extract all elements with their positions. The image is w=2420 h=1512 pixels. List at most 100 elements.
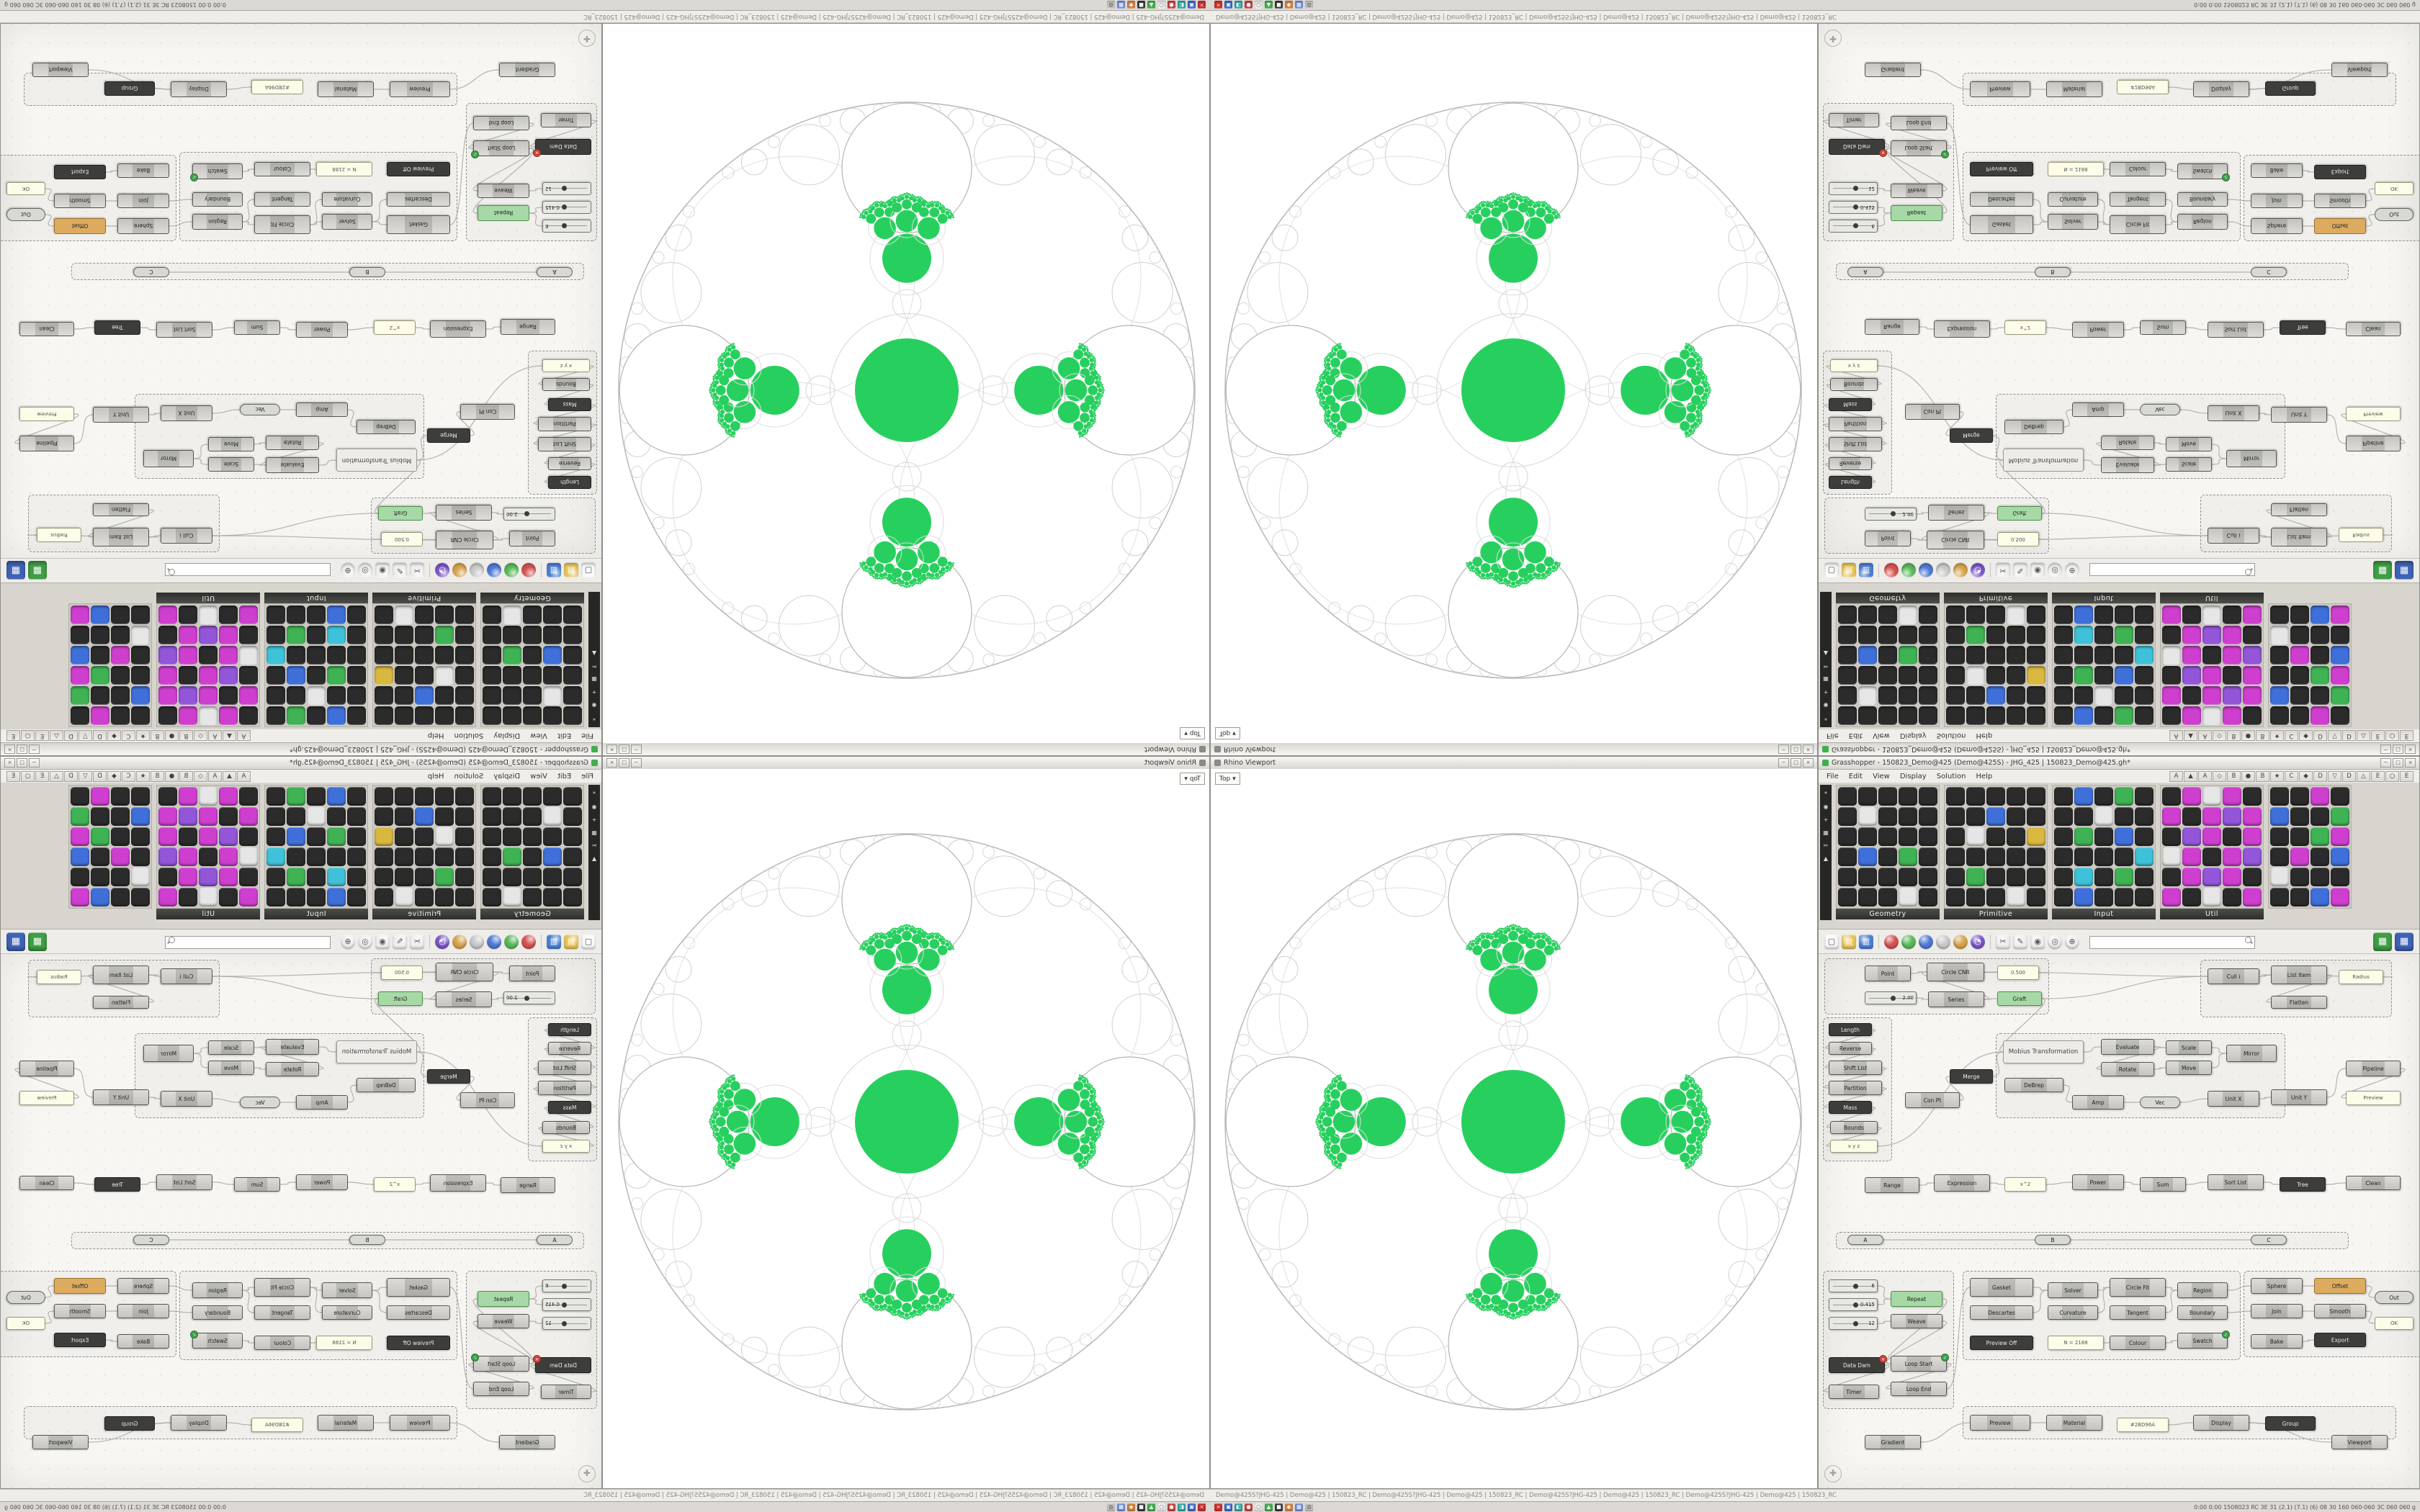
taskbar-app-white-icon[interactable]: ▢ — [1157, 1, 1165, 9]
doc-tab[interactable]: △ — [2357, 771, 2370, 782]
palette-icon[interactable] — [2202, 888, 2221, 906]
palette-icon[interactable] — [1878, 686, 1897, 705]
palette-icon[interactable] — [2115, 646, 2133, 665]
palette-icon[interactable] — [455, 646, 474, 665]
gh-node-sum[interactable]: Sum — [2140, 320, 2186, 335]
palette-icon[interactable] — [543, 888, 562, 906]
gh-node-descartes[interactable]: Descartes — [1970, 192, 2033, 207]
palette-icon[interactable] — [287, 666, 305, 685]
palette-icon[interactable] — [2054, 626, 2073, 644]
palette-icon[interactable] — [131, 868, 150, 886]
menu-item-display[interactable]: Display — [1899, 732, 1927, 739]
palette-icon[interactable] — [415, 888, 434, 906]
menu-item-help[interactable]: Help — [427, 732, 444, 739]
taskbar-close-red-icon[interactable]: × — [1214, 1503, 1222, 1511]
gh-node-n-2188[interactable]: N = 2188 — [316, 1336, 372, 1350]
palette-icon[interactable] — [395, 847, 413, 866]
palette-icon[interactable] — [91, 888, 109, 906]
taskbar-app-blue2-icon[interactable]: ▦ — [1117, 1503, 1125, 1511]
palette-icon[interactable] — [1946, 787, 1965, 806]
gh-node-display[interactable]: Display — [2193, 1415, 2249, 1431]
palette-icon[interactable] — [131, 706, 150, 725]
palette-icon[interactable] — [287, 827, 305, 846]
palette-icon[interactable] — [266, 626, 285, 644]
gh-node-mass[interactable]: Mass — [548, 1101, 591, 1114]
taskbar-close-red-icon[interactable]: × — [1198, 1503, 1206, 1511]
gh-node-colour[interactable]: Colour — [254, 162, 310, 176]
palette-icon[interactable] — [2270, 807, 2289, 826]
gh-node-loop-start[interactable]: Loop Start ✓ — [1891, 140, 1949, 158]
gh-node-merge[interactable]: Merge — [427, 1069, 470, 1084]
palette-icon[interactable] — [1986, 666, 2005, 685]
sphere-blue-icon[interactable] — [487, 563, 501, 578]
snap-icon[interactable]: ⊕ — [341, 563, 355, 578]
gh-node-offset[interactable]: Offset — [2314, 1278, 2366, 1294]
palette-icon[interactable] — [347, 626, 366, 644]
doc-tab[interactable]: A — [237, 771, 251, 782]
palette-icon[interactable] — [2202, 807, 2221, 826]
palette-icon[interactable] — [266, 868, 285, 886]
palette-icon[interactable] — [1946, 706, 1965, 725]
palette-icon[interactable] — [435, 686, 454, 705]
gh-node-a[interactable]: A — [1847, 1235, 1883, 1245]
doc-tab[interactable]: D — [64, 771, 78, 782]
slider-knob[interactable] — [524, 995, 529, 1001]
palette-icon[interactable] — [239, 626, 258, 644]
gh-node-reverse[interactable]: Reverse — [548, 457, 591, 470]
palette-icon[interactable] — [1919, 787, 1937, 806]
palette-icon[interactable] — [2290, 606, 2309, 624]
palette-icon[interactable] — [395, 888, 413, 906]
palette-icon[interactable] — [2202, 706, 2221, 725]
close-button[interactable]: × — [1803, 758, 1814, 768]
palette-icon[interactable] — [131, 847, 150, 866]
palette-icon[interactable] — [2311, 606, 2329, 624]
palette-icon[interactable] — [1946, 807, 1965, 826]
gh-node-loop-end[interactable]: Loop End — [473, 1382, 529, 1396]
gh-titlebar[interactable]: Grasshopper - 150823_Demo@425 (Demo@425S… — [1, 757, 601, 770]
palette-icon[interactable] — [1858, 706, 1877, 725]
palette-icon[interactable] — [131, 888, 150, 906]
gh-node-pipeline[interactable]: Pipeline — [19, 436, 74, 451]
sphere-orange-icon[interactable] — [1953, 934, 1968, 949]
palette-icon[interactable] — [1858, 868, 1877, 886]
gh-node-evaluate[interactable]: Evaluate — [2101, 457, 2154, 473]
palette-icon[interactable] — [1899, 686, 1917, 705]
palette-icon[interactable] — [2074, 787, 2093, 806]
gh-node-c[interactable]: C — [2251, 1235, 2287, 1245]
palette-icon[interactable] — [327, 666, 346, 685]
palette-icon[interactable] — [1858, 626, 1877, 644]
palette-icon[interactable] — [543, 787, 562, 806]
gh-node-c[interactable]: C — [2251, 267, 2287, 277]
palette-icon[interactable] — [2054, 606, 2073, 624]
palette-icon[interactable] — [1966, 888, 1985, 906]
gh-node-clean[interactable]: Clean — [2346, 1176, 2401, 1190]
palette-icon[interactable] — [307, 827, 326, 846]
viewport-titlebar[interactable]: Rhino Viewport ─ □ × — [1211, 757, 1817, 770]
palette-icon[interactable] — [455, 868, 474, 886]
palette-icon[interactable] — [2223, 626, 2241, 644]
palette-icon[interactable] — [2223, 868, 2241, 886]
palette-icon[interactable] — [395, 827, 413, 846]
gh-node-mirror[interactable]: Mirror — [2226, 1045, 2277, 1062]
palette-icon[interactable] — [2243, 888, 2262, 906]
palette-icon[interactable] — [2223, 888, 2241, 906]
gh-node-mobius-transformation[interactable]: Mobius Transformation — [336, 449, 417, 472]
gh-node-rotate[interactable]: Rotate — [2101, 436, 2154, 450]
gh-node-curvature[interactable]: Curvature — [322, 192, 372, 207]
palette-icon[interactable] — [287, 606, 305, 624]
gh-node-swatch[interactable]: Swatch ✓ — [190, 1331, 243, 1349]
palette-icon[interactable] — [2162, 606, 2181, 624]
palette-icon[interactable] — [2094, 888, 2113, 906]
gh-node-sphere[interactable]: Sphere — [117, 218, 169, 234]
palette-icon[interactable] — [287, 626, 305, 644]
palette-icon[interactable] — [307, 646, 326, 665]
doc-tab[interactable]: ● — [165, 771, 179, 782]
minimize-button[interactable]: ─ — [631, 758, 642, 768]
gh-node-x-2[interactable]: x^2 — [374, 1177, 416, 1192]
palette-icon[interactable] — [111, 706, 130, 725]
gh-node-evaluate[interactable]: Evaluate — [266, 457, 319, 473]
gh-node-b[interactable]: B — [2035, 267, 2071, 277]
palette-icon[interactable] — [435, 827, 454, 846]
palette-icon[interactable] — [2027, 847, 2045, 866]
doc-tab[interactable]: ○ — [21, 730, 35, 741]
